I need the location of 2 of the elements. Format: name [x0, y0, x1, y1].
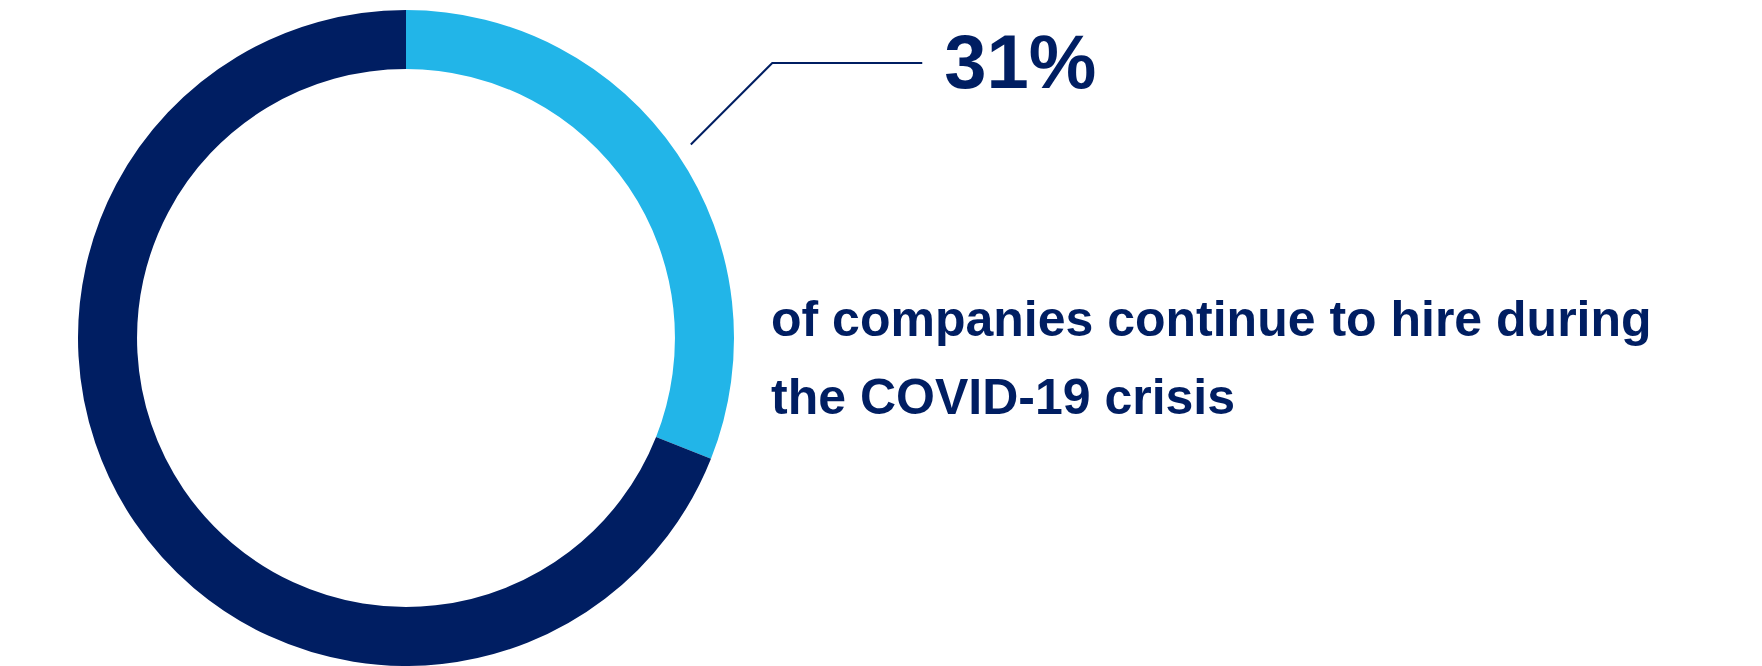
data-label: 31% [944, 18, 1097, 104]
slice-label: of companies continue to hire during the COVID-19 crisis [771, 291, 1652, 425]
